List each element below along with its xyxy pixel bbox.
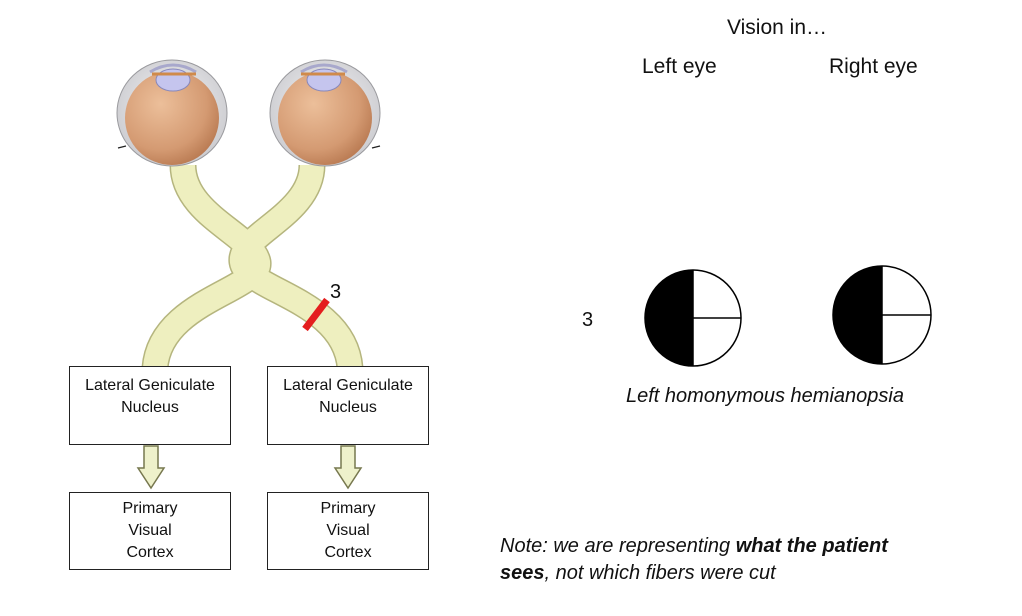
note-prefix: Note: we are representing — [500, 535, 736, 557]
left-eye-visual-field — [644, 269, 742, 367]
right-eye-visual-field — [832, 265, 932, 365]
lesion-label: 3 — [330, 281, 341, 303]
left-cortex-line3: Cortex — [126, 544, 174, 561]
left-cortex-line2: Visual — [128, 522, 172, 539]
right-eyeball — [269, 59, 381, 167]
note-bold-2: sees — [500, 562, 545, 584]
left-cortex-line1: Primary — [122, 500, 178, 517]
right-cortex-box: Primary Visual Cortex — [267, 492, 429, 570]
left-lgn-line2: Nucleus — [121, 398, 179, 416]
left-eye-blind-half — [645, 270, 693, 366]
right-cortex-line1: Primary — [320, 500, 376, 517]
right-lgn-line2: Nucleus — [319, 398, 377, 416]
right-eye-header: Right eye — [829, 55, 918, 78]
left-lgn-line1: Lateral Geniculate — [85, 376, 215, 394]
left-pathway-arrow — [136, 445, 166, 490]
left-eye-header: Left eye — [642, 55, 717, 78]
left-lgn-box: Lateral Geniculate Nucleus — [69, 366, 231, 445]
left-cortex-box: Primary Visual Cortex — [69, 492, 231, 570]
right-cortex-line3: Cortex — [324, 544, 372, 561]
note-suffix: , not which fibers were cut — [544, 562, 776, 584]
diagnosis-caption: Left homonymous hemianopsia — [626, 385, 904, 407]
lesion-marker — [302, 297, 330, 332]
right-eye-blind-half — [833, 266, 882, 364]
optic-pathway-fill — [143, 163, 362, 370]
optic-pathway — [141, 163, 364, 371]
right-pathway-arrow — [333, 445, 363, 490]
right-lgn-line1: Lateral Geniculate — [283, 376, 413, 394]
note-text: Note: we are representing what the patie… — [500, 533, 888, 587]
left-eyeball — [116, 59, 228, 167]
right-cortex-line2: Visual — [326, 522, 370, 539]
note-bold-1: what the patient — [735, 535, 888, 557]
right-lgn-box: Lateral Geniculate Nucleus — [267, 366, 429, 445]
vision-header: Vision in… — [727, 16, 827, 39]
field-row-label: 3 — [582, 309, 594, 331]
